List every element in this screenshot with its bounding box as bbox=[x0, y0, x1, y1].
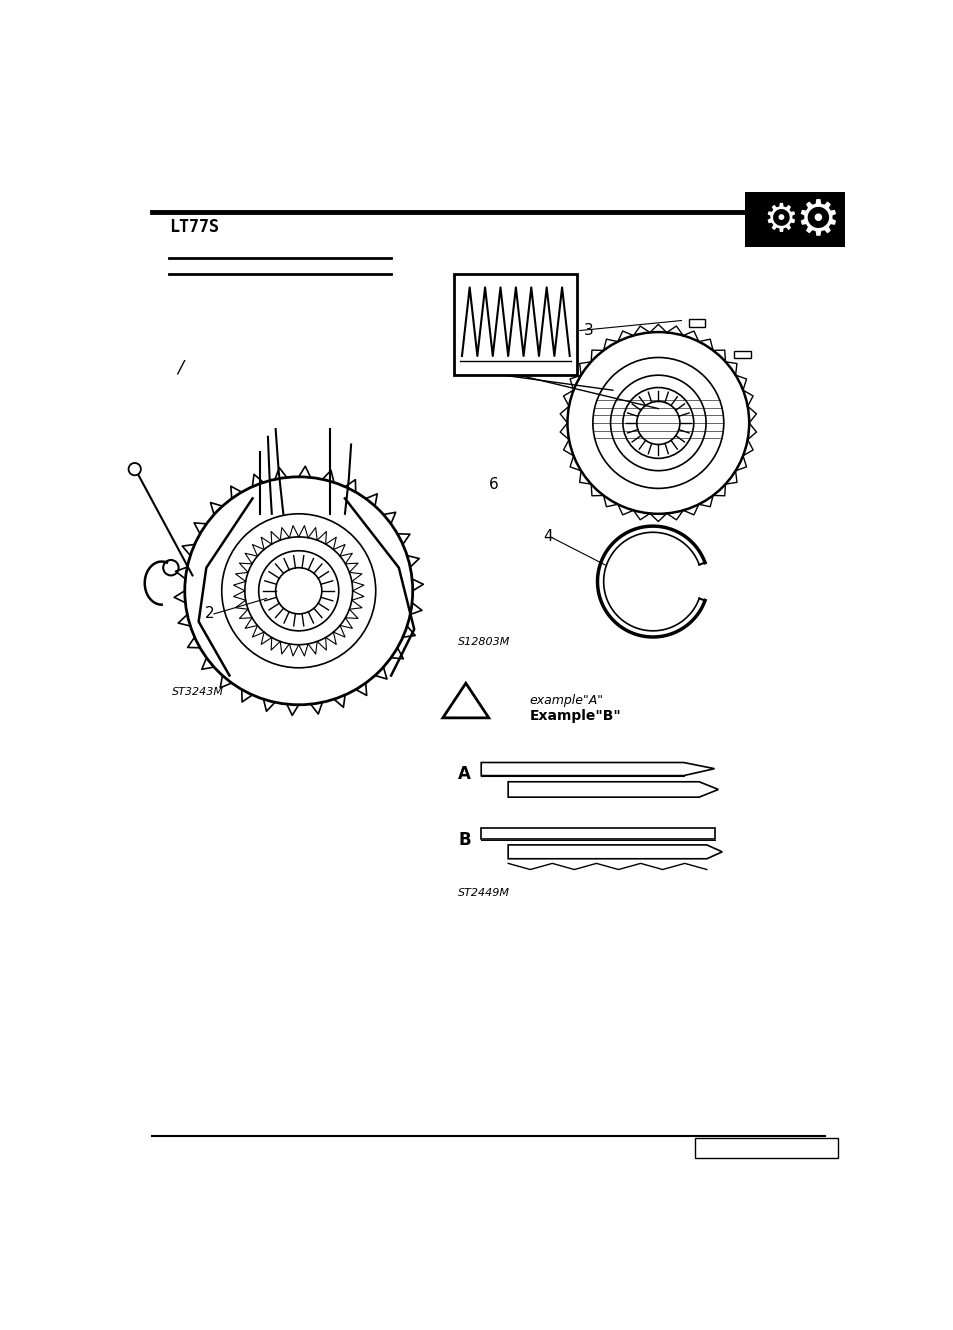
Text: /: / bbox=[177, 359, 183, 376]
Text: ST3243M: ST3243M bbox=[172, 688, 223, 697]
Text: B: B bbox=[457, 830, 470, 849]
Polygon shape bbox=[480, 829, 714, 839]
Bar bbox=[733, 351, 750, 359]
Text: Example"B": Example"B" bbox=[529, 709, 620, 724]
Text: ST2449M: ST2449M bbox=[457, 888, 510, 898]
Bar bbox=[694, 1137, 837, 1157]
Text: ⚙: ⚙ bbox=[794, 196, 839, 243]
Text: 3: 3 bbox=[583, 323, 593, 338]
Text: ⚙: ⚙ bbox=[762, 201, 797, 238]
Polygon shape bbox=[508, 782, 718, 797]
Text: example"A": example"A" bbox=[529, 694, 603, 708]
Polygon shape bbox=[508, 845, 721, 859]
Bar bbox=[744, 192, 844, 247]
Text: 2: 2 bbox=[205, 606, 214, 621]
Text: A: A bbox=[457, 765, 471, 783]
Polygon shape bbox=[442, 684, 488, 718]
Text: 4: 4 bbox=[542, 529, 552, 544]
Text: 6: 6 bbox=[488, 477, 498, 492]
Bar bbox=[454, 274, 577, 375]
Polygon shape bbox=[480, 762, 714, 775]
Text: S12803M: S12803M bbox=[457, 637, 510, 648]
Bar bbox=[688, 319, 704, 327]
Text: LT77S: LT77S bbox=[170, 218, 219, 237]
